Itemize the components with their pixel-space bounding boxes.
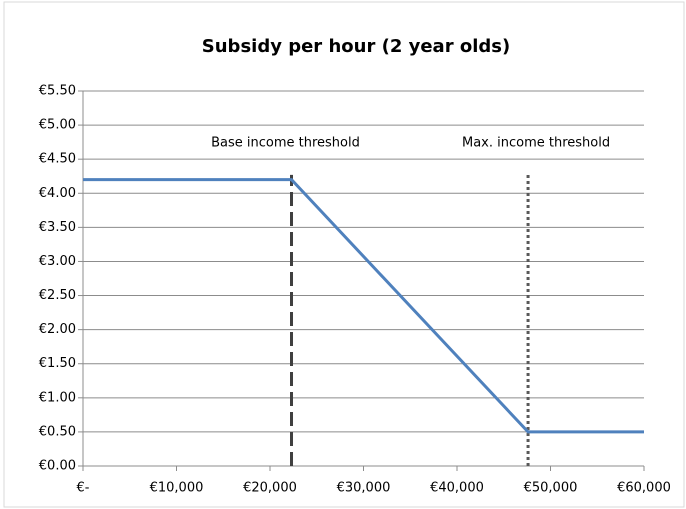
y-tick-label: €4.00: [39, 186, 76, 201]
y-tick-label: €3.50: [39, 220, 76, 235]
y-tick-label: €3.00: [39, 254, 76, 269]
x-tick-label: €30,000: [337, 481, 391, 496]
threshold-label: Base income threshold: [211, 136, 360, 151]
y-tick-label: €2.50: [39, 288, 76, 303]
series-line: [83, 178, 644, 434]
y-tick-label: €1.50: [39, 356, 76, 371]
x-tick-label: €50,000: [524, 481, 578, 496]
y-tick-label: €1.00: [39, 390, 76, 405]
y-tick-label: €2.00: [39, 322, 76, 337]
chart-title: Subsidy per hour (2 year olds): [202, 36, 510, 57]
x-tick-label: €40,000: [430, 481, 484, 496]
y-tick-label: €5.50: [39, 84, 76, 99]
chart-frame: [3, 1, 685, 508]
x-tick-label: €60,000: [617, 481, 671, 496]
y-tick-label: €4.50: [39, 152, 76, 167]
x-tick-label: €-: [77, 481, 90, 496]
x-tick-label: €10,000: [150, 481, 204, 496]
y-tick-label: €0.00: [39, 459, 76, 474]
y-tick-label: €5.00: [39, 118, 76, 133]
threshold-label: Max. income threshold: [462, 136, 610, 151]
y-tick-label: €0.50: [39, 424, 76, 439]
x-tick-label: €20,000: [243, 481, 297, 496]
